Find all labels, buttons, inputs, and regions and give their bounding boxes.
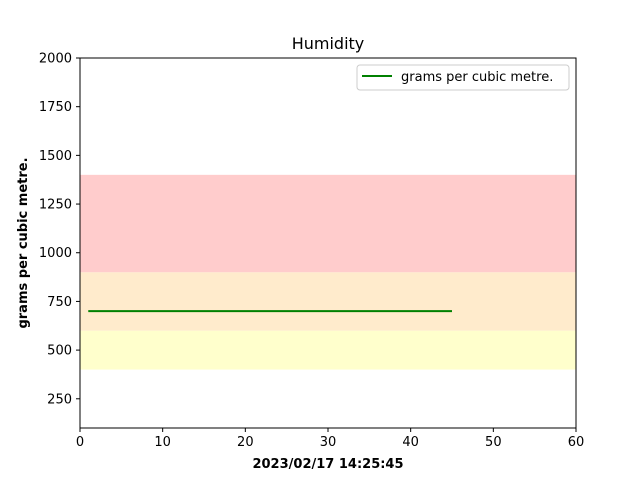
x-tick-label: 40 (402, 435, 419, 450)
y-tick-label: 1250 (39, 198, 72, 213)
x-tick-label: 60 (568, 435, 585, 450)
y-axis-ticks: 250 500 750 1000 1250 1500 1750 2000 (39, 52, 80, 407)
chart-title: Humidity (292, 34, 365, 53)
y-tick-label: 1750 (39, 100, 72, 115)
y-tick-label: 1500 (39, 149, 72, 164)
x-tick-label: 10 (154, 435, 171, 450)
y-tick-label: 2000 (39, 52, 72, 67)
x-tick-label: 20 (237, 435, 254, 450)
legend: grams per cubic metre. (356, 64, 570, 91)
y-tick-label: 250 (47, 392, 72, 407)
legend-box (356, 64, 570, 91)
threshold-band-3 (80, 174, 576, 273)
x-tick-label: 50 (485, 435, 502, 450)
threshold-band-1 (80, 330, 576, 370)
legend-label-grams-per-cubic-metre: grams per cubic metre. (401, 70, 553, 85)
x-tick-label: 30 (320, 435, 337, 450)
threshold-bands (80, 174, 576, 370)
x-tick-label: 0 (76, 435, 84, 450)
y-axis-label: grams per cubic metre. (16, 157, 31, 328)
y-tick-label: 1000 (39, 246, 72, 261)
y-tick-label: 500 (47, 344, 72, 359)
x-axis-label: 2023/02/17 14:25:45 (252, 457, 403, 472)
y-tick-label: 750 (47, 295, 72, 310)
threshold-band-2 (80, 272, 576, 331)
x-axis-ticks: 0 10 20 30 40 50 60 (76, 428, 584, 450)
